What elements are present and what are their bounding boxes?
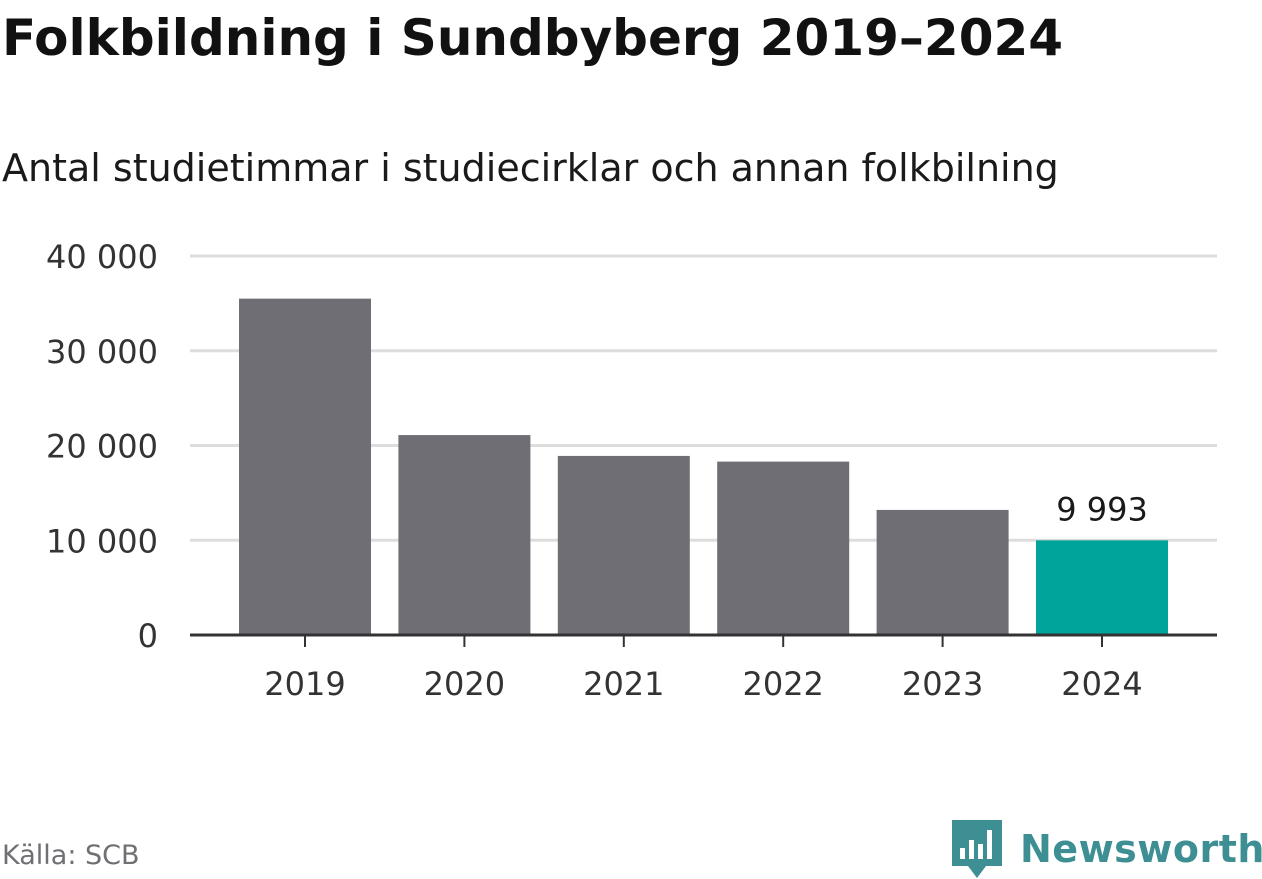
brand-name: Newsworthy xyxy=(1020,827,1262,871)
y-tick-label: 40 000 xyxy=(46,238,158,276)
brand-logo: Newsworthy xyxy=(952,820,1262,878)
x-tick-label: 2023 xyxy=(902,665,983,703)
y-tick-label: 20 000 xyxy=(46,428,158,466)
bar xyxy=(717,461,850,635)
source-label: Källa: SCB xyxy=(2,840,140,871)
x-tick-label: 2021 xyxy=(583,665,664,703)
x-tick-label: 2022 xyxy=(742,665,823,703)
bar xyxy=(239,298,371,635)
x-tick-label: 2019 xyxy=(264,665,345,703)
x-tick-label: 2020 xyxy=(424,665,505,703)
newsworthy-logo-icon xyxy=(952,820,1002,878)
bar xyxy=(398,435,531,635)
x-tick-label: 2024 xyxy=(1061,665,1142,703)
bar xyxy=(1036,540,1168,635)
y-tick-label: 0 xyxy=(138,617,158,655)
data-label: 9 993 xyxy=(1056,490,1148,528)
y-tick-label: 10 000 xyxy=(46,522,158,560)
bar xyxy=(557,455,690,635)
chart-subtitle: Antal studietimmar i studiecirklar och a… xyxy=(2,146,1059,190)
bar xyxy=(876,509,1009,635)
chart-title: Folkbildning i Sundbyberg 2019–2024 xyxy=(2,9,1064,67)
y-tick-label: 30 000 xyxy=(46,333,158,371)
